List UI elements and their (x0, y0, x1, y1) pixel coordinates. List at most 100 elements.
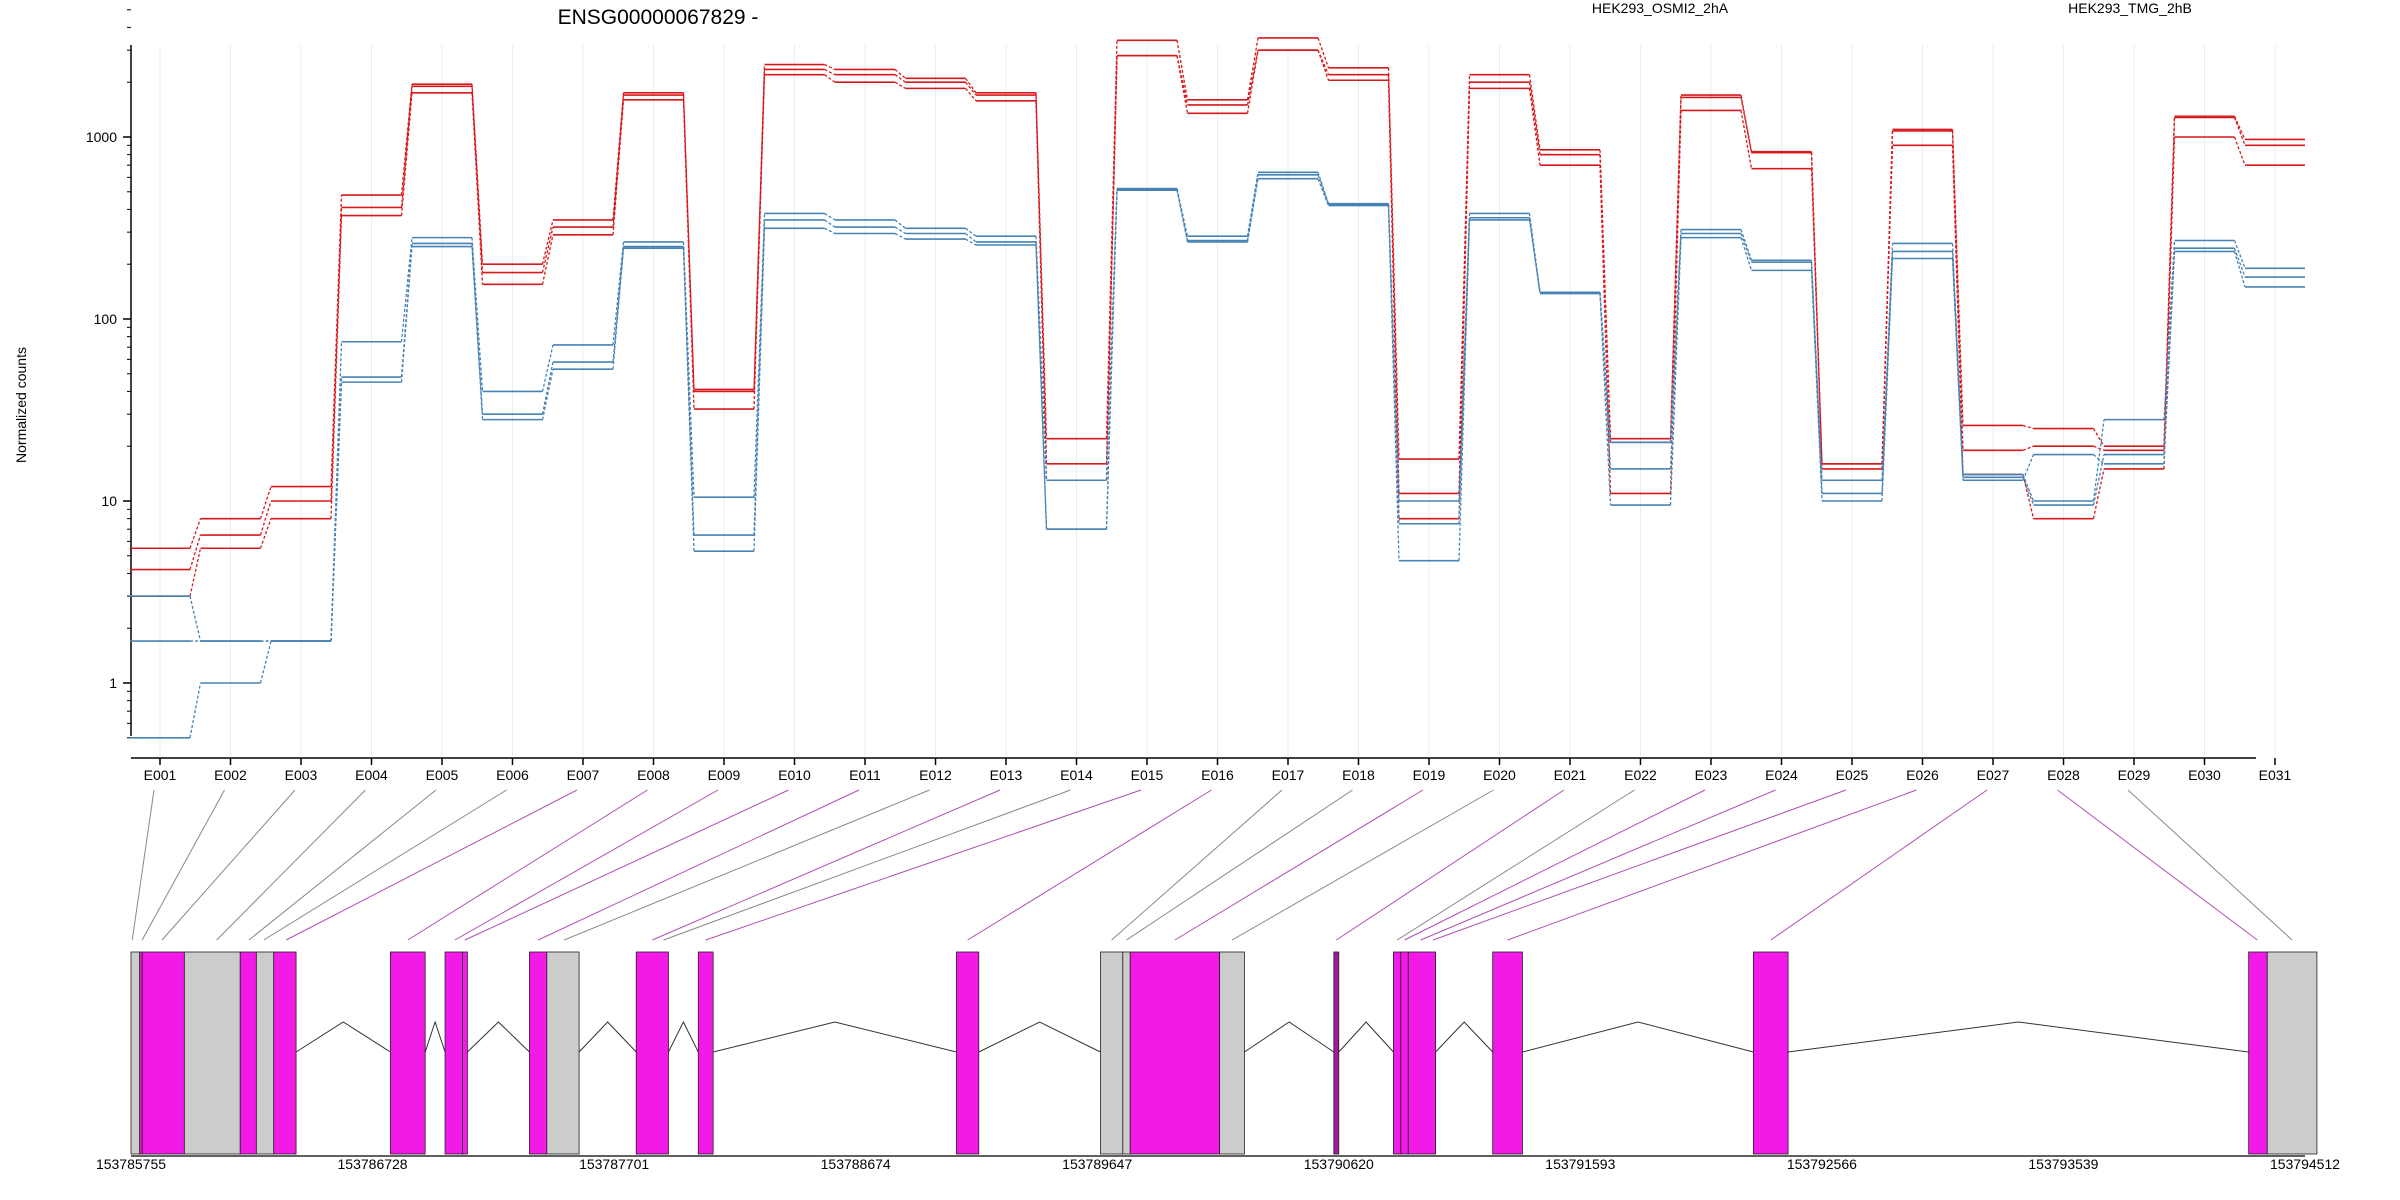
series-connector (2092, 419, 2105, 502)
series-connector (2022, 474, 2035, 502)
exon-link (1770, 789, 1988, 941)
series-connector (400, 86, 413, 208)
x-tick-label: E002 (214, 767, 247, 783)
exon-box (1752, 951, 1789, 1155)
series-connector (1951, 258, 1964, 481)
series-connector (1881, 258, 1894, 502)
x-tick-label: E015 (1131, 767, 1164, 783)
series-connector (1951, 130, 1964, 451)
intron-line (424, 1020, 446, 1053)
intron-line (467, 1021, 530, 1053)
exon-link (1432, 789, 1847, 941)
exon-link (285, 789, 578, 941)
series-connector (894, 74, 906, 83)
exon-box (2266, 951, 2318, 1155)
series-connector (1176, 188, 1189, 237)
series-connector (1458, 88, 1471, 519)
series-connector (1528, 88, 1541, 166)
series-connector (1387, 204, 1400, 524)
series-connector (753, 74, 766, 410)
x-tick-label: E016 (1201, 767, 1234, 783)
exon-link (1420, 789, 1776, 941)
exon-link (216, 789, 366, 941)
intron-line (1522, 1021, 1754, 1053)
series-connector (894, 232, 906, 240)
exon-box (462, 951, 468, 1155)
genomic-tick-label: 153786728 (338, 1156, 408, 1172)
exon-box (183, 951, 241, 1155)
exon-box (1492, 951, 1523, 1155)
exon-link (407, 789, 648, 941)
series-connector (682, 246, 695, 536)
series-connector (753, 213, 766, 498)
series-connector (541, 361, 554, 415)
exon-link (248, 789, 437, 941)
x-tick-label: E022 (1624, 767, 1657, 783)
series-connector (824, 68, 836, 76)
series-connector (330, 207, 343, 502)
series-connector (1176, 188, 1189, 241)
series-connector (2233, 136, 2246, 166)
exon-link (1174, 789, 1424, 941)
series-connector (2163, 251, 2176, 464)
series-connector (1317, 178, 1330, 206)
series-connector (824, 212, 836, 221)
intron-line (1338, 1021, 1394, 1053)
series-connector (189, 682, 202, 738)
series-connector (612, 248, 625, 370)
exon-box (2248, 951, 2268, 1155)
genomic-tick-label: 153793539 (2028, 1156, 2098, 1172)
genomic-tick-label: 153794512 (2270, 1156, 2340, 1172)
exon-link (967, 789, 1212, 941)
series-connector (1740, 233, 1753, 263)
exon-link (1111, 789, 1283, 941)
exon-box (273, 951, 297, 1155)
intron-line (713, 1021, 957, 1053)
series-connector (964, 81, 977, 96)
series-connector (541, 219, 554, 265)
series-lines (130, 37, 2305, 739)
series-connector (541, 234, 554, 285)
series-connector (894, 81, 906, 89)
series-connector (824, 227, 836, 235)
series-connector (541, 369, 554, 420)
exon-link (652, 789, 1001, 941)
genomic-tick-label: 153790620 (1304, 1156, 1374, 1172)
x-tick-label: E028 (2047, 767, 2080, 783)
legend-label-tmg: HEK293_TMG_2hB (2068, 0, 2192, 16)
intron-line (295, 1021, 391, 1053)
series-connector (2022, 454, 2035, 481)
series-connector (2092, 468, 2105, 519)
exon-link (1404, 789, 1706, 941)
series-connector (541, 344, 554, 392)
intron-line (1244, 1021, 1335, 1053)
series-connector (1951, 129, 1964, 426)
exon-box (390, 951, 426, 1155)
exon-link (663, 789, 1071, 941)
series-connector (471, 237, 484, 392)
exon-box (1122, 951, 1131, 1155)
series-connector (189, 596, 202, 642)
series-connector (2233, 251, 2246, 288)
series-connector (471, 246, 484, 420)
exon-box (546, 951, 580, 1155)
series-connector (1528, 74, 1541, 150)
exon-link (537, 789, 860, 941)
x-tick-label: E030 (2188, 767, 2221, 783)
series-connector (330, 382, 343, 642)
x-tick-label: E004 (355, 767, 388, 783)
series-connector (1951, 145, 1964, 475)
x-tick-label: E011 (849, 767, 881, 783)
genomic-axis: 153785755 153786728 153787701 153788674 1537… (96, 1155, 2340, 1172)
x-tick-label: E025 (1836, 767, 1869, 783)
series-connector (1740, 110, 1753, 169)
series-connector (1740, 229, 1753, 261)
series-connector (189, 518, 202, 549)
series-connector (1035, 244, 1048, 530)
genomic-tick-label: 153787701 (579, 1156, 649, 1172)
genomic-tick-label: 153789647 (1062, 1156, 1132, 1172)
series-connector (189, 534, 202, 570)
gene-model (130, 951, 2318, 1155)
series-connector (2163, 116, 2176, 447)
x-tick-label: E012 (919, 767, 952, 783)
